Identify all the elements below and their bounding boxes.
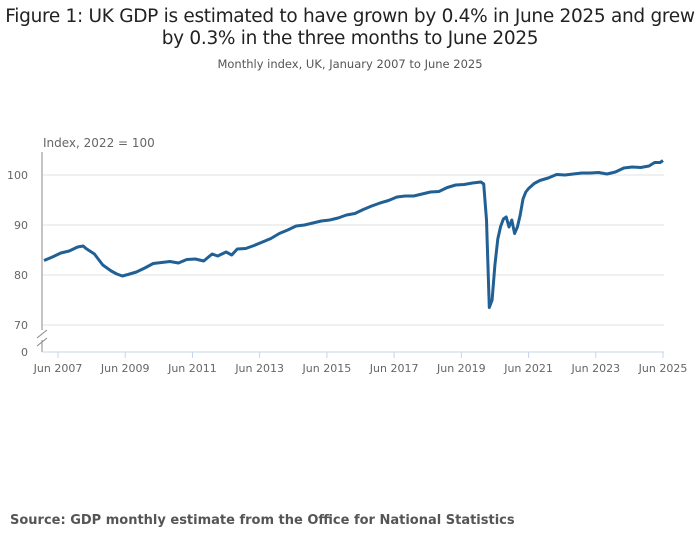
y-tick-label: 70 bbox=[14, 319, 28, 332]
gdp-series-line bbox=[43, 159, 664, 309]
axis-break-icon bbox=[36, 329, 48, 347]
chart-title: Figure 1: UK GDP is estimated to have gr… bbox=[5, 6, 695, 49]
line-chart: Index, 2022 = 100 100 90 80 70 0 Jun 2007 Jun… bbox=[7, 136, 688, 375]
x-tick-label: Jun 2015 bbox=[302, 362, 352, 375]
x-tick-label: Jun 2021 bbox=[503, 362, 553, 375]
x-tick-label: Jun 2013 bbox=[234, 362, 284, 375]
y-tick-label: 100 bbox=[7, 169, 28, 182]
y-axis-label: Index, 2022 = 100 bbox=[43, 136, 155, 150]
x-tick-label: Jun 2023 bbox=[570, 362, 620, 375]
x-tick-label: Jun 2007 bbox=[33, 362, 83, 375]
y-tick-label: 0 bbox=[21, 346, 28, 359]
x-tick-label: Jun 2011 bbox=[167, 362, 217, 375]
chart-subtitle: Monthly index, UK, January 2007 to June … bbox=[217, 57, 483, 71]
y-tick-label: 80 bbox=[14, 269, 28, 282]
x-tick-label: Jun 2017 bbox=[369, 362, 419, 375]
x-tick-label: Jun 2009 bbox=[100, 362, 150, 375]
x-tick-label: Jun 2025 bbox=[638, 362, 688, 375]
source-note: Source: GDP monthly estimate from the Of… bbox=[10, 513, 515, 528]
x-tick-label: Jun 2019 bbox=[436, 362, 486, 375]
y-tick-label: 90 bbox=[14, 219, 28, 232]
